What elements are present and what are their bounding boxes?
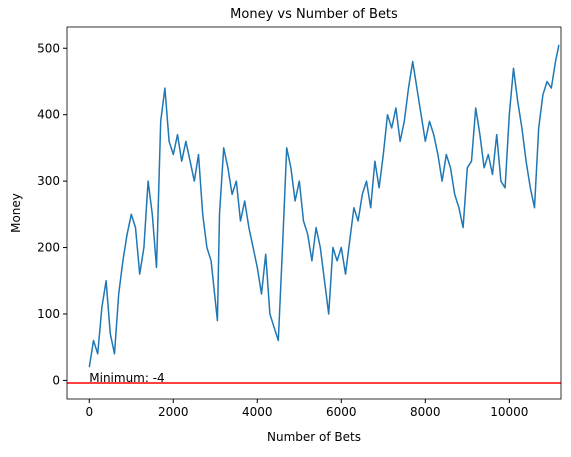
plot-frame bbox=[66, 26, 562, 400]
y-tick-label: 100 bbox=[37, 307, 60, 321]
x-tick-label: 6000 bbox=[326, 405, 357, 419]
chart-title: Money vs Number of Bets bbox=[230, 7, 398, 22]
y-tick-label: 500 bbox=[37, 41, 60, 55]
x-tick-label: 0 bbox=[85, 405, 93, 419]
y-tick-label: 300 bbox=[37, 174, 60, 188]
y-tick-label: 0 bbox=[52, 373, 60, 387]
x-tick-label: 4000 bbox=[242, 405, 273, 419]
x-axis-label: Number of Bets bbox=[267, 430, 361, 444]
annotation: Minimum: -4 bbox=[89, 371, 164, 385]
x-tick-label: 2000 bbox=[158, 405, 189, 419]
y-axis-label: Money bbox=[9, 193, 23, 233]
x-tick-label: 10000 bbox=[490, 405, 528, 419]
y-tick-label: 400 bbox=[37, 108, 60, 122]
data-line bbox=[88, 44, 560, 368]
x-tick-label: 8000 bbox=[410, 405, 441, 419]
y-tick-label: 200 bbox=[37, 241, 60, 255]
